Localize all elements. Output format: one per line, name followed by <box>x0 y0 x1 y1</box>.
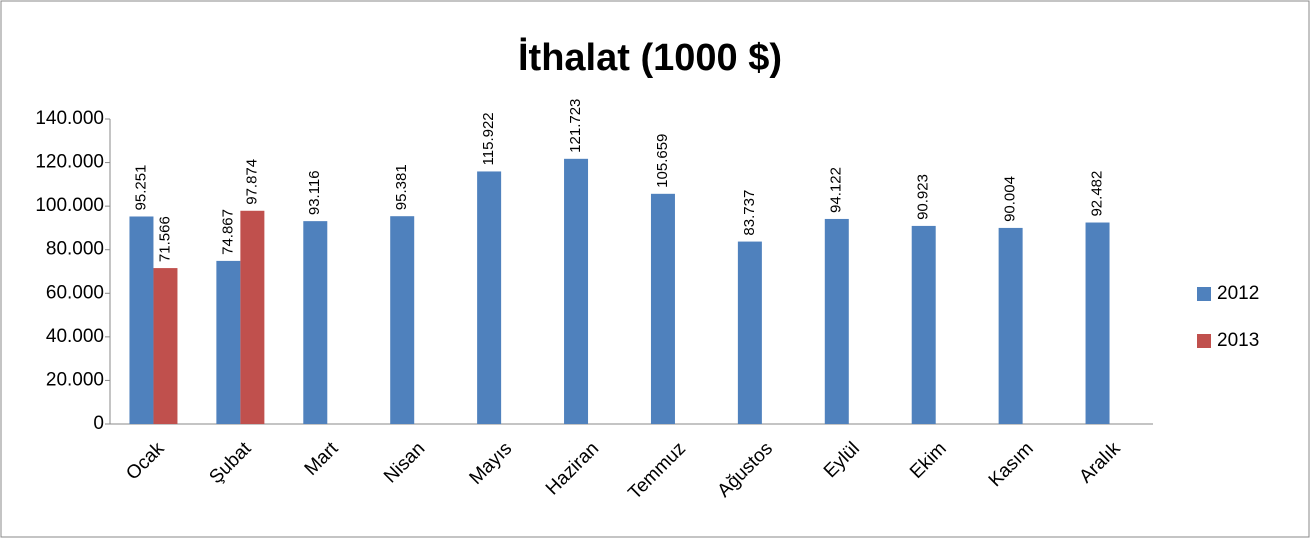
data-label: 92.482 <box>1089 171 1106 217</box>
bar <box>153 268 178 424</box>
data-label: 94.122 <box>828 167 845 213</box>
data-label: 97.874 <box>243 159 260 205</box>
bar <box>911 225 936 424</box>
data-label: 95.251 <box>132 165 149 211</box>
bar <box>477 171 502 424</box>
legend-swatch <box>1197 334 1211 348</box>
chart-title: İthalat (1000 $) <box>518 37 782 79</box>
y-tick-label: 0 <box>93 413 104 434</box>
data-label: 83.737 <box>741 190 758 236</box>
legend-swatch <box>1197 287 1211 301</box>
bar <box>390 216 415 424</box>
data-label: 90.923 <box>915 174 932 220</box>
bar <box>564 158 589 424</box>
bar <box>129 216 154 424</box>
bar <box>737 241 762 424</box>
y-tick-label: 20.000 <box>46 369 104 390</box>
bar <box>824 218 849 424</box>
data-label: 71.566 <box>156 216 173 262</box>
bar <box>998 227 1023 424</box>
data-label: 74.867 <box>219 209 236 255</box>
bar <box>1085 222 1110 424</box>
legend-label: 2012 <box>1217 283 1259 304</box>
data-label: 90.004 <box>1002 176 1019 222</box>
y-tick-label: 140.000 <box>35 108 104 129</box>
data-label: 95.381 <box>393 164 410 210</box>
data-label: 115.922 <box>480 112 497 165</box>
y-tick-label: 80.000 <box>46 239 104 260</box>
data-label: 121.723 <box>567 99 584 153</box>
bar <box>303 221 328 424</box>
y-tick-label: 120.000 <box>35 152 104 173</box>
y-tick-label: 40.000 <box>46 326 104 347</box>
data-label: 93.116 <box>306 170 323 215</box>
bar <box>216 260 241 424</box>
data-label: 105.659 <box>654 134 671 188</box>
bar <box>650 193 675 424</box>
y-tick-label: 60.000 <box>46 282 104 303</box>
legend-label: 2013 <box>1217 330 1259 351</box>
bar <box>240 210 265 424</box>
y-tick-label: 100.000 <box>35 195 104 216</box>
